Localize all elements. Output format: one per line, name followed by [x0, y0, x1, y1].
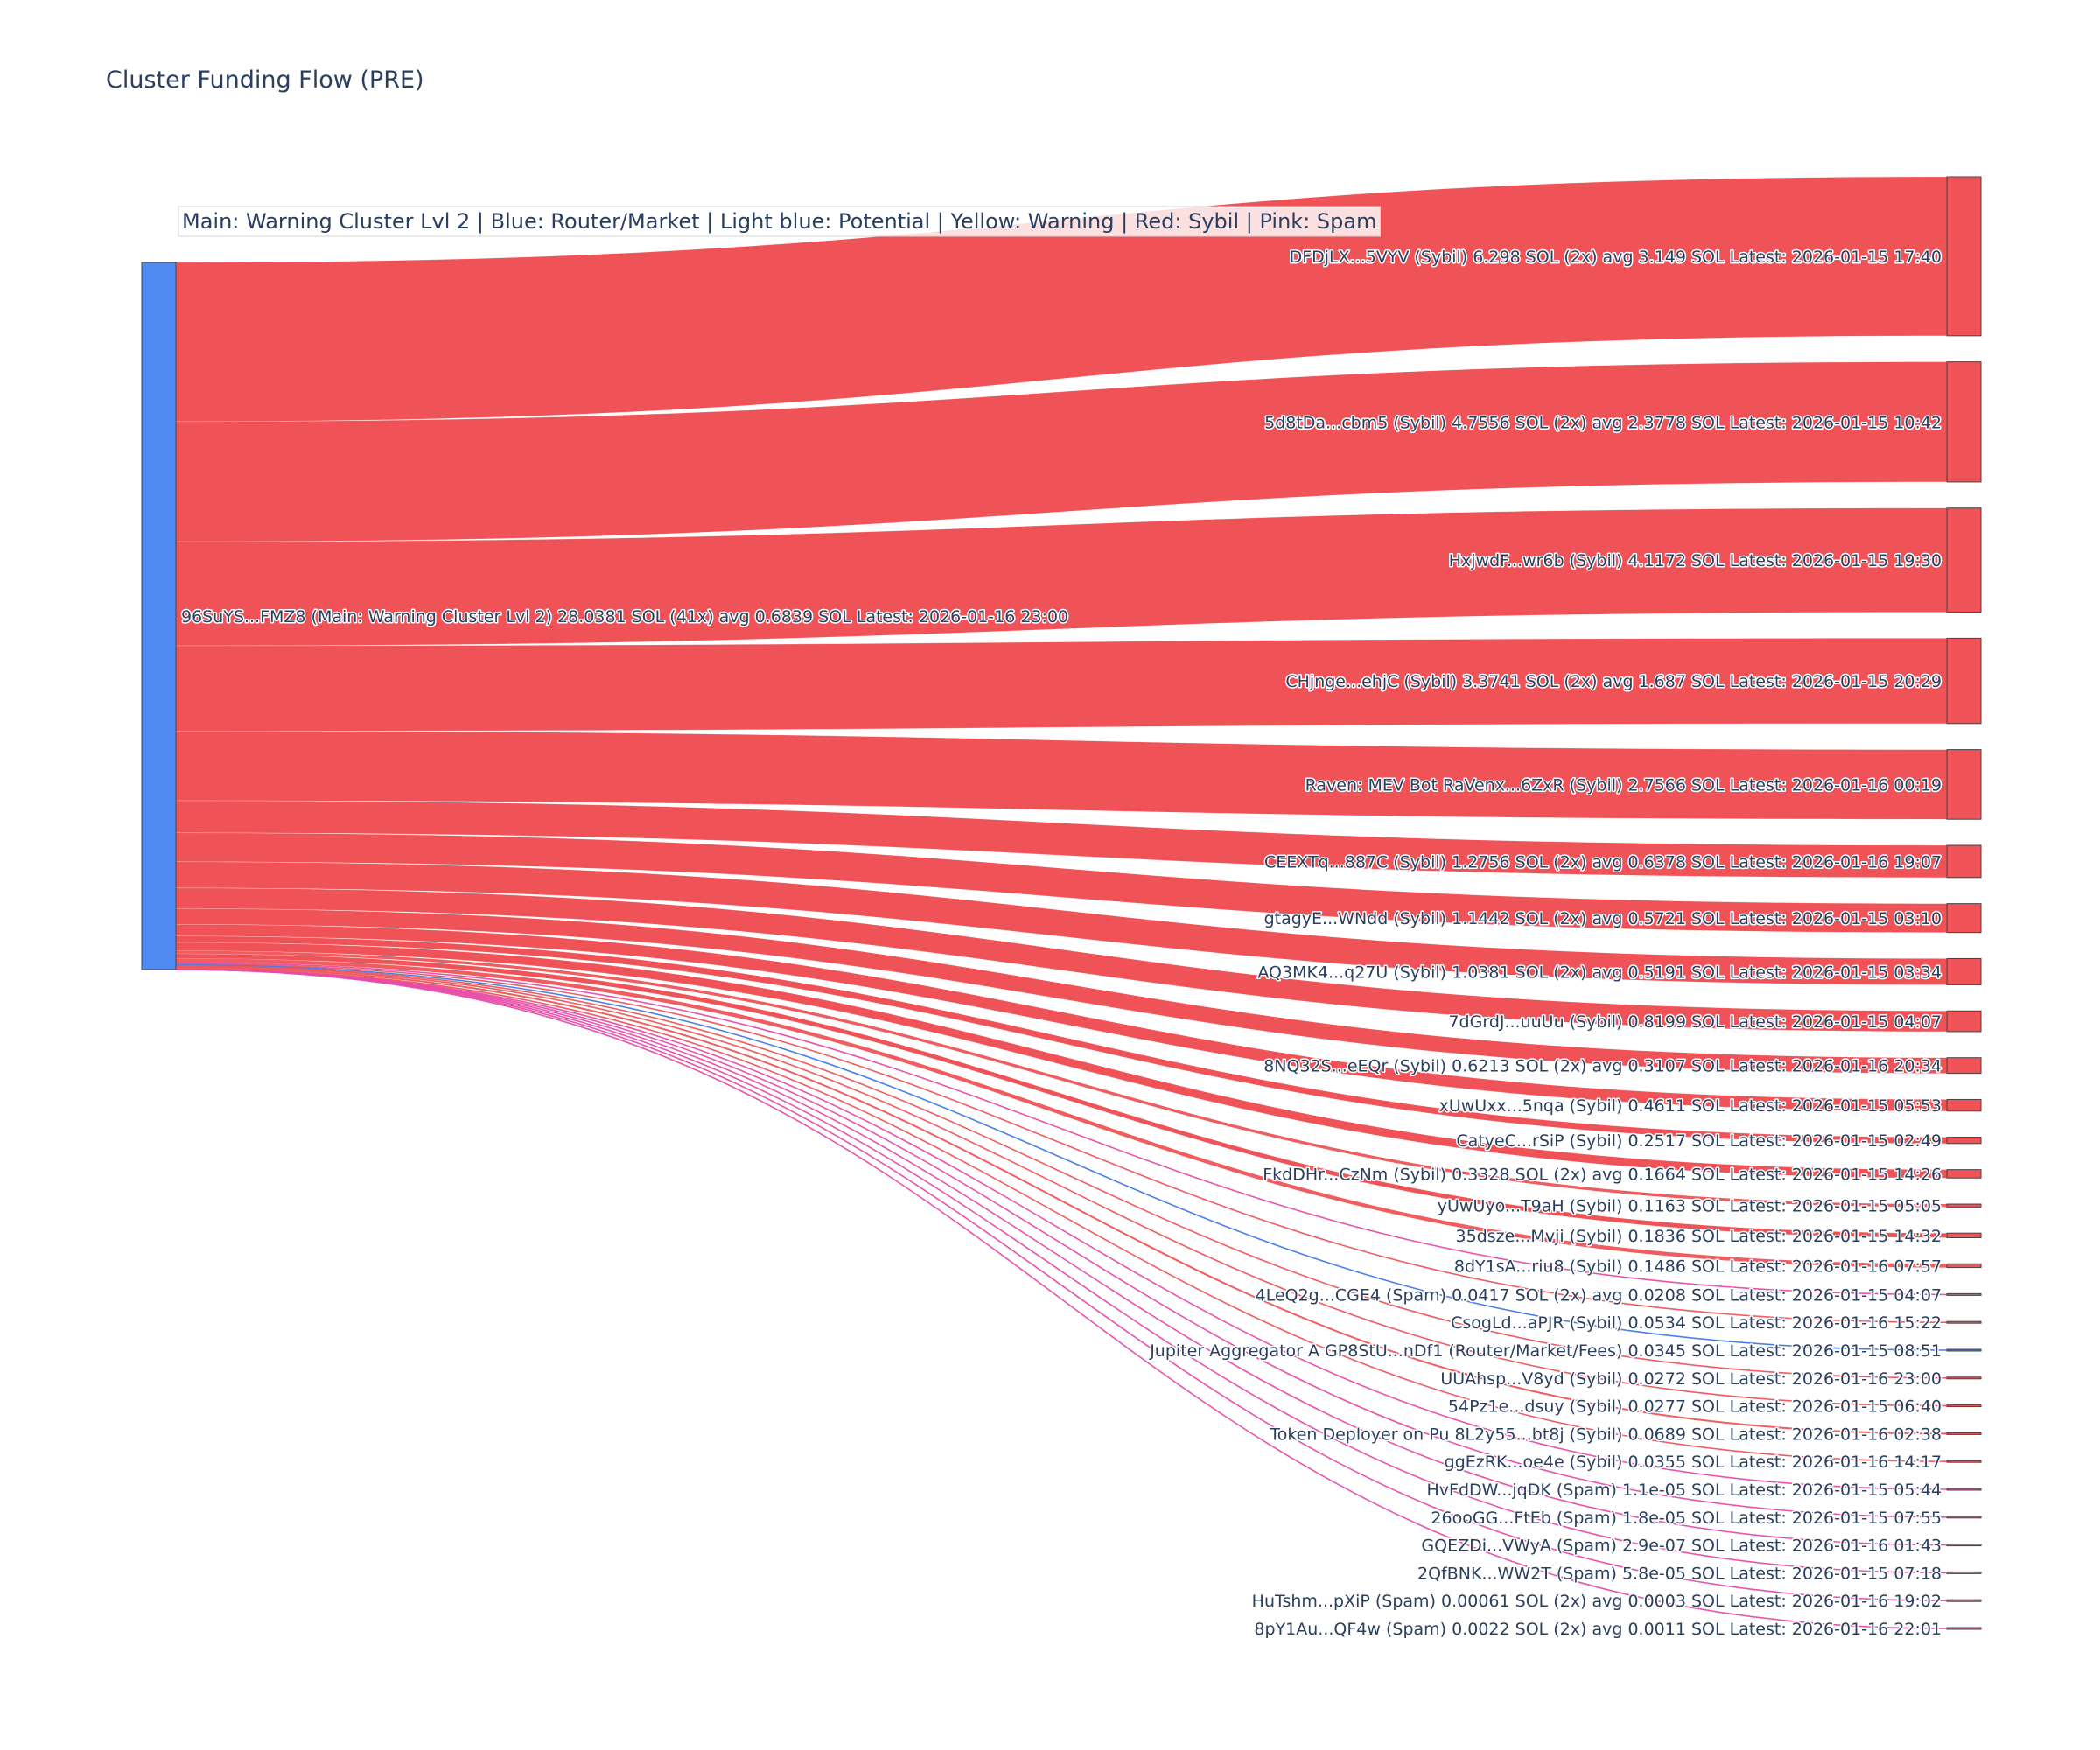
target-node-label: gtagyE...WNdd (Sybil) 1.1442 SOL (2x) av…	[1264, 909, 1942, 928]
target-node-label: 8dY1sA...riu8 (Sybil) 0.1486 SOL Latest:…	[1454, 1256, 1942, 1276]
sankey-link[interactable]	[175, 969, 1948, 1601]
target-node[interactable]	[1946, 1320, 1982, 1324]
target-node[interactable]	[1946, 1571, 1982, 1574]
target-node[interactable]	[1946, 1348, 1982, 1352]
target-node-label: Raven: MEV Bot RaVenx...6ZxR (Sybil) 2.7…	[1306, 775, 1942, 794]
target-node-label: DFDjLX...5VYV (Sybil) 6.298 SOL (2x) avg…	[1290, 248, 1942, 267]
target-node[interactable]	[1946, 1627, 1982, 1630]
target-node[interactable]	[1946, 1432, 1982, 1435]
target-node[interactable]	[1946, 508, 1982, 613]
target-node-label: CEEXTq...887C (Sybil) 1.2756 SOL (2x) av…	[1264, 852, 1942, 872]
sankey-link[interactable]	[175, 950, 1948, 1208]
target-node[interactable]	[1946, 1460, 1982, 1463]
target-node[interactable]	[1946, 1169, 1982, 1179]
target-node-label: HxjwdF...wr6b (Sybil) 4.1172 SOL Latest:…	[1449, 551, 1942, 570]
sankey-link[interactable]	[175, 964, 1948, 1379]
target-node-label: 7dGrdJ...uuUu (Sybil) 0.8199 SOL Latest:…	[1448, 1012, 1942, 1032]
target-node[interactable]	[1946, 1404, 1982, 1408]
target-node-label: yUwUyo...T9aH (Sybil) 0.1163 SOL Latest:…	[1438, 1197, 1942, 1216]
target-node-label: 54Pz1e...dsuy (Sybil) 0.0277 SOL Latest:…	[1448, 1397, 1942, 1417]
sankey-link[interactable]	[175, 969, 1948, 1574]
target-node-label: UUAhsp...V8yd (Sybil) 0.0272 SOL Latest:…	[1440, 1369, 1942, 1389]
target-node-label: ggEzRK...oe4e (Sybil) 0.0355 SOL Latest:…	[1445, 1452, 1942, 1472]
sankey-labels: 96SuYS...FMZ8 (Main: Warning Cluster Lvl…	[180, 246, 1943, 1640]
target-node-label: xUwUxx...5nqa (Sybil) 0.4611 SOL Latest:…	[1439, 1096, 1942, 1116]
sankey-link[interactable]	[175, 969, 1948, 1518]
target-node-label: HvFdDW...jqDK (Spam) 1.1e-05 SOL Latest:…	[1427, 1480, 1942, 1500]
sankey-link[interactable]	[175, 969, 1948, 1629]
target-node[interactable]	[1946, 1599, 1982, 1602]
target-node-label: CHjnge...ehjC (Sybil) 3.3741 SOL (2x) av…	[1285, 672, 1942, 691]
target-node-label: FkdDHr...CzNm (Sybil) 0.3328 SOL (2x) av…	[1263, 1165, 1942, 1184]
target-node-label: 4LeQ2g...CGE4 (Spam) 0.0417 SOL (2x) avg…	[1256, 1285, 1942, 1305]
sankey-nodes	[141, 176, 1982, 1630]
sankey-links	[175, 176, 1948, 1629]
sankey-link[interactable]	[175, 966, 1948, 1435]
sankey-link[interactable]	[175, 968, 1948, 1462]
source-node[interactable]	[141, 262, 177, 970]
target-node-label: GQEZDi...VWyA (Spam) 2.9e-07 SOL Latest:…	[1421, 1536, 1942, 1556]
target-node[interactable]	[1946, 957, 1982, 985]
target-node-label: Jupiter Aggregator A GP8StU...nDf1 (Rout…	[1149, 1341, 1942, 1361]
sankey-link[interactable]	[175, 965, 1948, 1407]
target-node[interactable]	[1946, 1488, 1982, 1491]
target-node[interactable]	[1946, 1203, 1982, 1208]
target-node-label: 8NQ32S...eEQr (Sybil) 0.6213 SOL (2x) av…	[1264, 1057, 1942, 1076]
source-node-label: 96SuYS...FMZ8 (Main: Warning Cluster Lvl…	[181, 607, 1068, 626]
target-node[interactable]	[1946, 637, 1982, 724]
sankey-link[interactable]	[175, 969, 1948, 1490]
chart-title: Cluster Funding Flow (PRE)	[106, 66, 424, 94]
target-node[interactable]	[1946, 1544, 1982, 1547]
sankey-link[interactable]	[175, 969, 1948, 1546]
target-node-label: 26ooGG...FtEb (Spam) 1.8e-05 SOL Latest:…	[1431, 1508, 1942, 1528]
target-node[interactable]	[1946, 1010, 1982, 1032]
target-node[interactable]	[1946, 1137, 1982, 1144]
target-node-label: 5d8tDa...cbm5 (Sybil) 4.7556 SOL (2x) av…	[1264, 413, 1942, 432]
target-node-label: 8pY1Au...QF4w (Spam) 0.0022 SOL (2x) avg…	[1254, 1620, 1942, 1639]
target-node-label: AQ3MK4...q27U (Sybil) 1.0381 SOL (2x) av…	[1257, 962, 1942, 982]
target-node-label: Token Deployer on Pu 8L2y55...bt8j (Sybi…	[1269, 1424, 1942, 1444]
target-node-label: 2QfBNK...WW2T (Spam) 5.8e-05 SOL Latest:…	[1418, 1564, 1942, 1583]
sankey-link[interactable]	[175, 964, 1948, 1351]
target-node[interactable]	[1946, 1098, 1982, 1112]
target-node[interactable]	[1946, 903, 1982, 934]
target-node[interactable]	[1946, 1232, 1982, 1238]
legend-text: Main: Warning Cluster Lvl 2 | Blue: Rout…	[182, 209, 1376, 234]
target-node[interactable]	[1946, 844, 1982, 878]
target-node-label: CsogLd...aPJR (Sybil) 0.0534 SOL Latest:…	[1451, 1313, 1942, 1333]
target-node[interactable]	[1946, 1516, 1982, 1519]
legend-box: Main: Warning Cluster Lvl 2 | Blue: Rout…	[178, 206, 1381, 237]
target-node[interactable]	[1946, 1376, 1982, 1380]
target-node[interactable]	[1946, 1263, 1982, 1269]
target-node[interactable]	[1946, 749, 1982, 820]
sankey-link[interactable]	[175, 962, 1948, 1323]
sankey-link[interactable]	[175, 958, 1948, 1268]
target-node-label: 35dsze...Mvji (Sybil) 0.1836 SOL Latest:…	[1456, 1227, 1942, 1246]
target-node[interactable]	[1946, 1057, 1982, 1074]
target-node[interactable]	[1946, 361, 1982, 483]
target-node[interactable]	[1946, 176, 1982, 337]
sankey-link[interactable]	[175, 962, 1948, 1296]
target-node-label: HuTshm...pXiP (Spam) 0.00061 SOL (2x) av…	[1252, 1592, 1942, 1611]
target-node-label: CatyeC...rSiP (Sybil) 0.2517 SOL Latest:…	[1456, 1131, 1942, 1151]
target-node[interactable]	[1946, 1292, 1982, 1296]
